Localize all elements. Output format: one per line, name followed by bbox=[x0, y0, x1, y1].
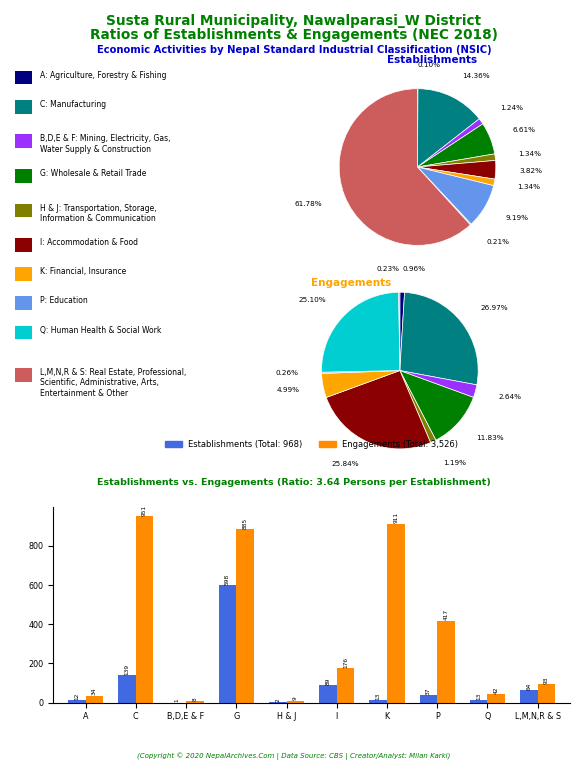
Text: 11.83%: 11.83% bbox=[476, 435, 504, 441]
Text: G: Wholesale & Retail Trade: G: Wholesale & Retail Trade bbox=[40, 169, 146, 178]
Text: 1.34%: 1.34% bbox=[517, 184, 540, 190]
Bar bbox=[86, 696, 103, 703]
Bar bbox=[319, 685, 337, 703]
Text: 417: 417 bbox=[443, 609, 449, 621]
Bar bbox=[537, 684, 555, 703]
Text: Ratios of Establishments & Engagements (NEC 2018): Ratios of Establishments & Engagements (… bbox=[90, 28, 498, 42]
Text: 911: 911 bbox=[393, 512, 398, 524]
Text: 0.26%: 0.26% bbox=[275, 370, 298, 376]
Wedge shape bbox=[400, 371, 473, 440]
Text: 0.10%: 0.10% bbox=[418, 62, 441, 68]
Bar bbox=[68, 700, 86, 703]
Wedge shape bbox=[417, 154, 496, 167]
Text: 25.10%: 25.10% bbox=[299, 296, 326, 303]
Text: I: Accommodation & Food: I: Accommodation & Food bbox=[40, 238, 138, 247]
Text: 26.97%: 26.97% bbox=[480, 305, 507, 311]
Text: 1.19%: 1.19% bbox=[443, 460, 466, 465]
Bar bbox=[387, 524, 405, 703]
Wedge shape bbox=[417, 119, 483, 167]
Text: Establishments vs. Engagements (Ratio: 3.64 Persons per Establishment): Establishments vs. Engagements (Ratio: 3… bbox=[97, 478, 491, 487]
Text: 0.21%: 0.21% bbox=[487, 239, 510, 245]
Text: 34: 34 bbox=[92, 688, 97, 696]
Bar bbox=[286, 701, 304, 703]
Text: B,D,E & F: Mining, Electricity, Gas,
Water Supply & Construction: B,D,E & F: Mining, Electricity, Gas, Wat… bbox=[40, 134, 171, 154]
Bar bbox=[337, 668, 355, 703]
Text: (Copyright © 2020 NepalArchives.Com | Data Source: CBS | Creator/Analyst: Milan : (Copyright © 2020 NepalArchives.Com | Da… bbox=[138, 753, 450, 760]
Text: 1.24%: 1.24% bbox=[500, 104, 523, 111]
Text: 0.96%: 0.96% bbox=[403, 266, 426, 272]
Bar bbox=[470, 700, 487, 703]
Wedge shape bbox=[417, 89, 479, 167]
Bar bbox=[420, 696, 437, 703]
Text: 61.78%: 61.78% bbox=[295, 201, 323, 207]
Bar bbox=[136, 516, 153, 703]
Wedge shape bbox=[322, 371, 400, 373]
Wedge shape bbox=[417, 124, 495, 167]
Text: A: Agriculture, Forestry & Fishing: A: Agriculture, Forestry & Fishing bbox=[40, 71, 166, 80]
Bar bbox=[437, 621, 455, 703]
Text: 8: 8 bbox=[192, 697, 198, 700]
Wedge shape bbox=[322, 293, 400, 372]
Legend: Establishments (Total: 968), Engagements (Total: 3,526): Establishments (Total: 968), Engagements… bbox=[162, 437, 462, 452]
Text: Q: Human Health & Social Work: Q: Human Health & Social Work bbox=[40, 326, 161, 335]
Text: 4.99%: 4.99% bbox=[277, 387, 300, 393]
Text: 1: 1 bbox=[175, 698, 180, 702]
Wedge shape bbox=[417, 161, 496, 179]
Text: 42: 42 bbox=[494, 687, 499, 694]
Text: 89: 89 bbox=[326, 677, 330, 685]
Text: 885: 885 bbox=[243, 518, 248, 528]
Bar bbox=[236, 529, 254, 703]
Wedge shape bbox=[326, 371, 430, 449]
Wedge shape bbox=[417, 167, 493, 224]
Wedge shape bbox=[417, 167, 495, 186]
Text: 12: 12 bbox=[74, 693, 79, 700]
Text: 0.23%: 0.23% bbox=[376, 266, 399, 272]
Bar bbox=[369, 700, 387, 703]
Text: Economic Activities by Nepal Standard Industrial Classification (NSIC): Economic Activities by Nepal Standard In… bbox=[96, 45, 492, 55]
Text: 3.82%: 3.82% bbox=[519, 167, 542, 174]
Wedge shape bbox=[322, 371, 400, 398]
Wedge shape bbox=[417, 167, 471, 225]
Bar bbox=[118, 676, 136, 703]
Wedge shape bbox=[400, 371, 436, 442]
Text: 2: 2 bbox=[275, 698, 280, 702]
Wedge shape bbox=[400, 371, 477, 397]
Wedge shape bbox=[400, 293, 478, 385]
Text: C: Manufacturing: C: Manufacturing bbox=[40, 100, 106, 109]
Bar bbox=[219, 585, 236, 703]
Text: 9: 9 bbox=[293, 697, 298, 700]
Text: 9.19%: 9.19% bbox=[506, 215, 529, 221]
Text: 13: 13 bbox=[376, 692, 380, 700]
Wedge shape bbox=[400, 293, 405, 371]
Text: 951: 951 bbox=[142, 505, 147, 515]
Text: Establishments: Establishments bbox=[387, 55, 477, 65]
Text: 139: 139 bbox=[125, 664, 129, 675]
Text: 176: 176 bbox=[343, 657, 348, 667]
Text: Susta Rural Municipality, Nawalparasi_W District: Susta Rural Municipality, Nawalparasi_W … bbox=[106, 14, 482, 28]
Text: P: Education: P: Education bbox=[40, 296, 88, 306]
Wedge shape bbox=[339, 88, 470, 245]
Text: Engagements: Engagements bbox=[312, 278, 392, 288]
Bar bbox=[186, 701, 203, 703]
Text: 1.34%: 1.34% bbox=[519, 151, 542, 157]
Text: 37: 37 bbox=[426, 687, 431, 695]
Text: 14.36%: 14.36% bbox=[462, 73, 490, 78]
Bar bbox=[487, 694, 505, 703]
Text: 64: 64 bbox=[526, 682, 532, 690]
Text: K: Financial, Insurance: K: Financial, Insurance bbox=[40, 267, 126, 276]
Text: 93: 93 bbox=[544, 677, 549, 684]
Text: L,M,N,R & S: Real Estate, Professional,
Scientific, Administrative, Arts,
Entert: L,M,N,R & S: Real Estate, Professional, … bbox=[40, 368, 186, 398]
Text: 6.61%: 6.61% bbox=[512, 127, 535, 133]
Bar bbox=[520, 690, 537, 703]
Text: H & J: Transportation, Storage,
Information & Communication: H & J: Transportation, Storage, Informat… bbox=[40, 204, 156, 223]
Text: 13: 13 bbox=[476, 692, 481, 700]
Text: 598: 598 bbox=[225, 574, 230, 585]
Text: 2.64%: 2.64% bbox=[498, 395, 521, 400]
Text: 25.84%: 25.84% bbox=[332, 461, 359, 467]
Wedge shape bbox=[399, 293, 400, 371]
